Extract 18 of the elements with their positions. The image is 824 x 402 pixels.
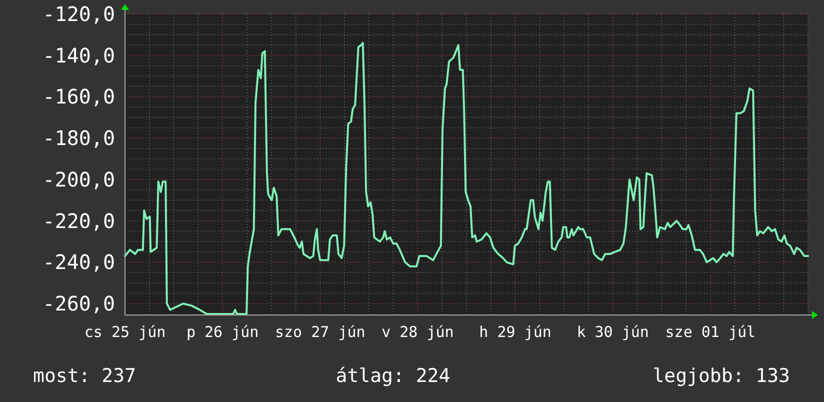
text: átlag: 224 — [336, 365, 450, 387]
y-tick-label: -240,0 — [42, 250, 115, 274]
y-tick-label: -180,0 — [42, 126, 115, 150]
y-tick-label: -220,0 — [42, 208, 115, 233]
y-tick-label: -260,0 — [42, 292, 115, 316]
x-tick-label: szo 27 jún — [274, 323, 366, 341]
y-tick-label: -200,0 — [42, 168, 115, 192]
x-tick-label: v 28 jún — [382, 323, 454, 341]
x-tick-label: cs 25 jún — [84, 323, 166, 341]
y-tick-label: -120,0 — [42, 2, 115, 26]
text: most: 237 — [33, 365, 136, 387]
y-tick-label: -160,0 — [42, 84, 115, 109]
x-tick-label: sze 01 júl — [665, 323, 756, 341]
x-tick-label: k 30 jún — [576, 323, 649, 341]
x-tick-label: p 26 jún — [186, 323, 259, 341]
text: legjobb: 133 — [652, 365, 790, 387]
y-tick-label: -140,0 — [42, 43, 115, 68]
x-tick-label: h 29 jún — [479, 323, 552, 341]
